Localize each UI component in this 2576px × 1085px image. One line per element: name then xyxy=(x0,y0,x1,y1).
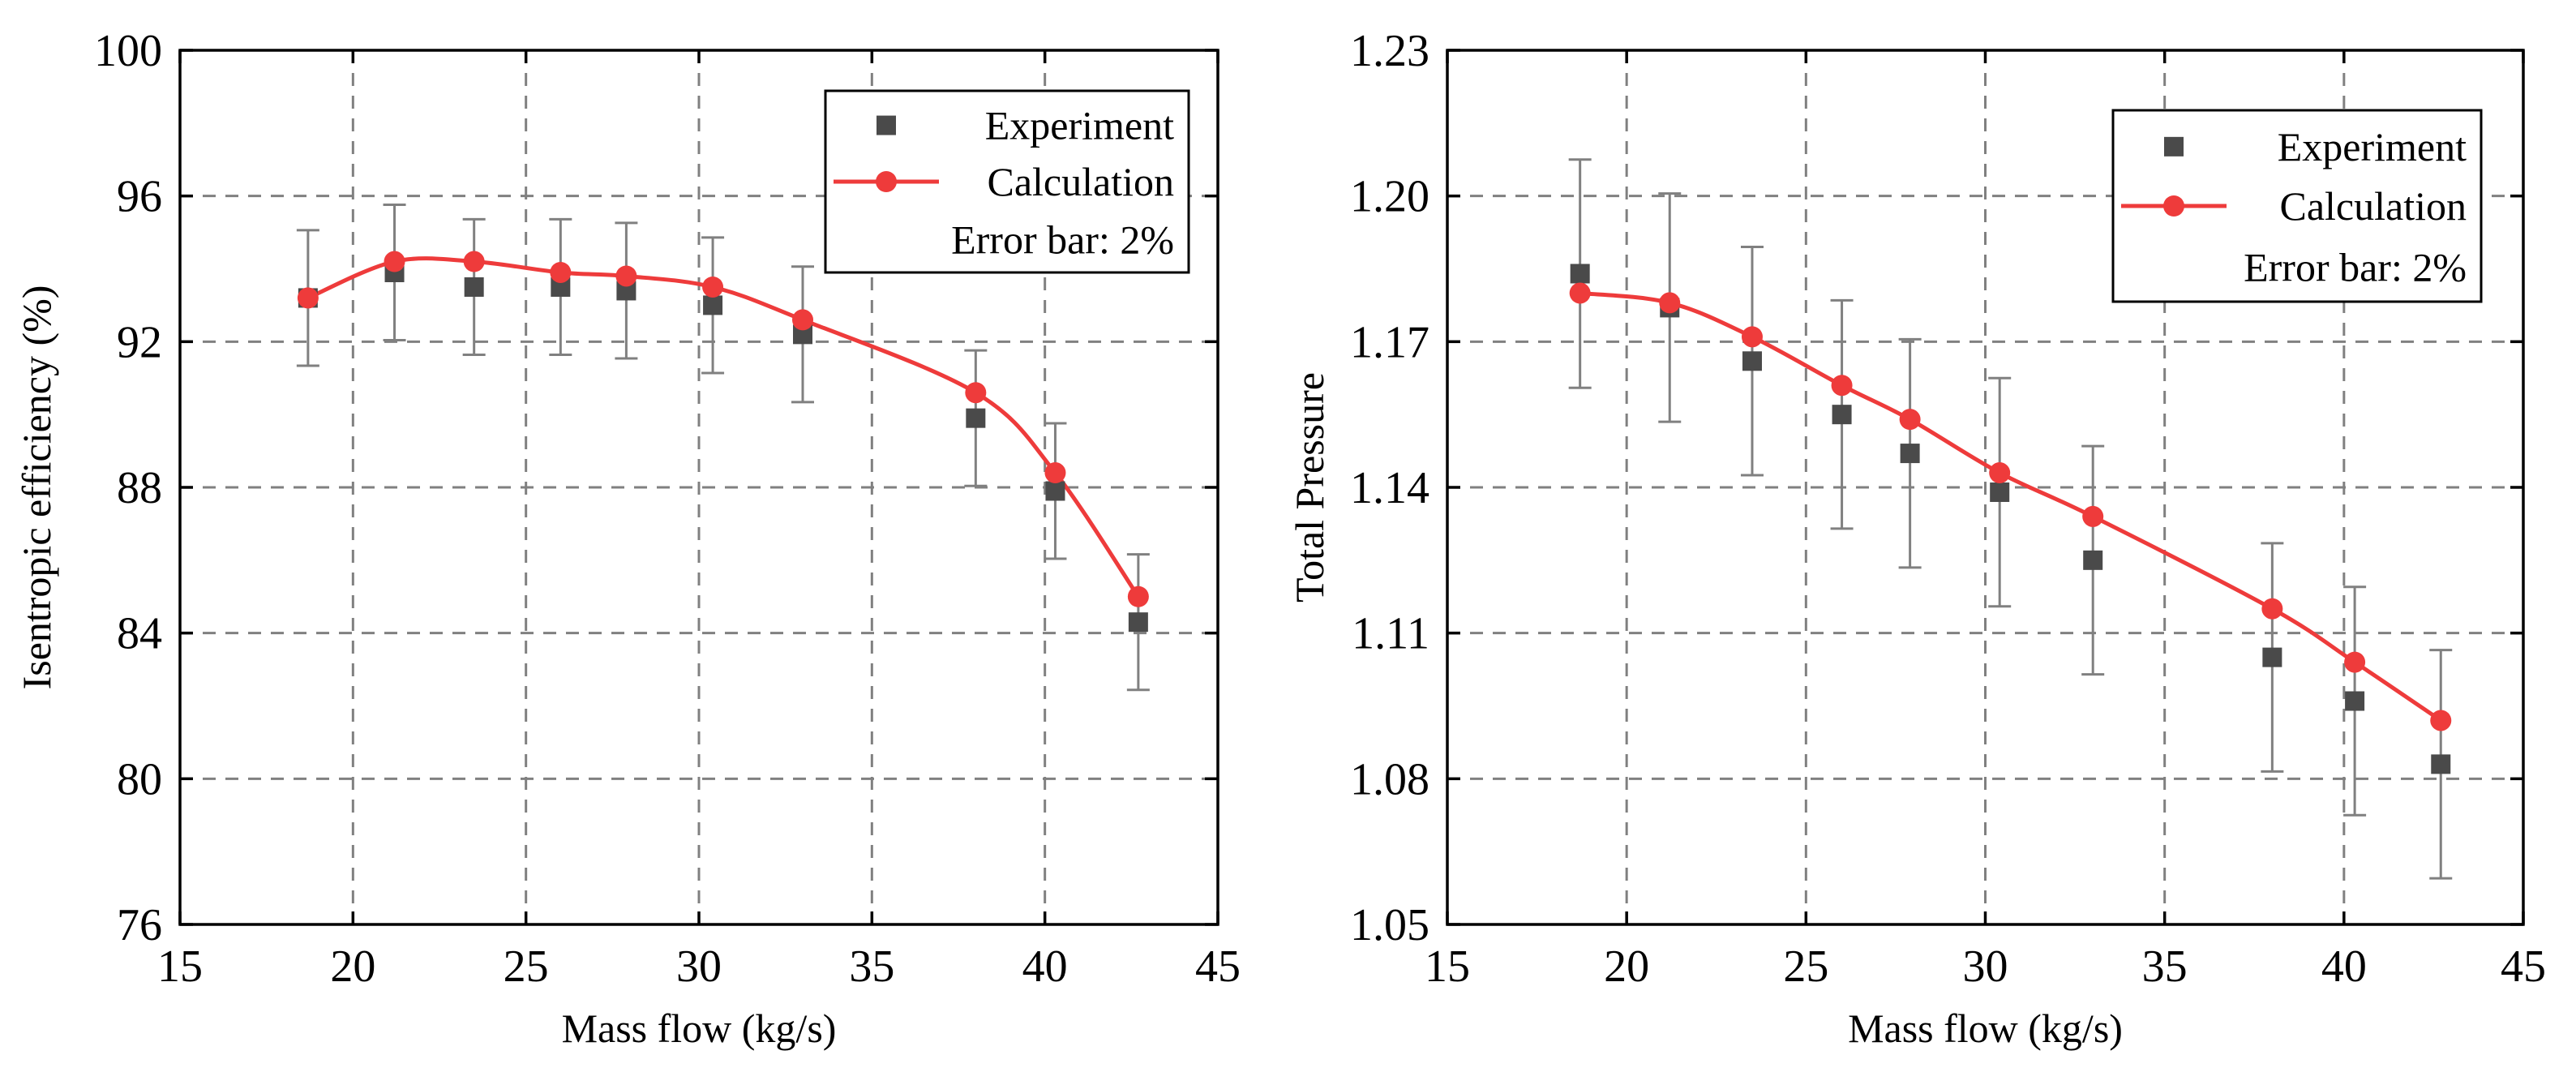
x-tick-label: 25 xyxy=(1783,941,1828,992)
calculation-point xyxy=(1569,282,1591,304)
x-axis-label: Mass flow (kg/s) xyxy=(562,1006,837,1051)
x-tick-label: 30 xyxy=(1963,941,2008,992)
y-tick-label: 1.20 xyxy=(1350,172,1429,222)
x-tick-label: 45 xyxy=(1195,941,1241,992)
y-tick-label: 1.05 xyxy=(1350,900,1429,950)
calculation-line xyxy=(1579,290,2442,723)
x-tick-label: 20 xyxy=(330,941,375,992)
experiment-point xyxy=(1742,351,1762,371)
experiment-point xyxy=(464,277,484,297)
efficiency-chart-panel: 15 20 25 30 35 40 45 76 80 84 88 92 96 100 Mass flow (… xyxy=(14,26,1241,1051)
calculation-point xyxy=(792,309,813,331)
calculation-point xyxy=(2261,598,2283,620)
calculation-point xyxy=(2344,651,2366,673)
x-tick-label: 30 xyxy=(676,941,722,992)
calculation-point xyxy=(965,382,987,404)
legend-calculation-marker xyxy=(2163,195,2184,217)
plot-frame xyxy=(1446,49,2525,926)
legend-error-bar-note: Error bar: 2% xyxy=(951,217,1174,263)
experiment-point xyxy=(2345,691,2365,711)
calculation-point xyxy=(1044,462,1066,484)
calculation-point xyxy=(615,265,637,287)
calculation-point xyxy=(2430,710,2452,731)
y-tick-label: 92 xyxy=(117,317,162,367)
calculation-line xyxy=(306,256,1140,598)
x-tick-label: 20 xyxy=(1604,941,1649,992)
experiment-point xyxy=(1570,264,1590,284)
y-tick-label: 76 xyxy=(117,900,162,950)
y-tick-label: 100 xyxy=(94,26,162,76)
calculation-point xyxy=(1741,326,1763,348)
x-tick-label: 35 xyxy=(2142,941,2188,992)
x-tick-label: 45 xyxy=(2501,941,2546,992)
x-tick-label: 35 xyxy=(849,941,894,992)
pressure-chart-panel: 15 20 25 30 35 40 45 1.05 1.08 1.11 1.14 1.17 1.20 1.… xyxy=(1287,26,2546,1051)
calculation-point xyxy=(1659,292,1681,314)
calculation-point xyxy=(1127,585,1149,607)
experiment-point xyxy=(2083,550,2103,570)
experiment-point xyxy=(1832,405,1852,425)
x-tick-label: 15 xyxy=(157,941,203,992)
y-tick-label: 88 xyxy=(117,463,162,513)
calculation-point xyxy=(1831,375,1853,397)
calculation-point xyxy=(702,276,724,298)
experiment-point xyxy=(2431,754,2451,774)
y-tick-label: 1.23 xyxy=(1350,26,1429,76)
calculation-point xyxy=(1899,409,1921,431)
experiment-point xyxy=(1900,444,1920,464)
x-tick-label: 15 xyxy=(1425,941,1470,992)
y-tick-label: 1.14 xyxy=(1350,463,1429,513)
y-tick-label: 80 xyxy=(117,754,162,804)
legend-calculation-label: Calculation xyxy=(988,159,1175,204)
y-tick-label: 84 xyxy=(117,609,162,659)
experiment-point xyxy=(703,295,723,315)
y-axis-label: Isentropic efficiency (%) xyxy=(14,285,59,690)
legend-experiment-label: Experiment xyxy=(985,103,1174,148)
y-tick-label: 1.17 xyxy=(1350,317,1429,367)
error-bars-group xyxy=(296,203,1150,692)
experiment-point xyxy=(966,408,986,428)
legend: Experiment Calculation Error bar: 2% xyxy=(824,89,1190,274)
x-tick-label: 40 xyxy=(1022,941,1068,992)
legend: Experiment Calculation Error bar: 2% xyxy=(2111,109,2483,303)
plot-frame xyxy=(178,49,1219,926)
calculation-point xyxy=(550,261,572,283)
calculation-point xyxy=(297,287,319,309)
experiment-point xyxy=(1128,612,1148,633)
x-axis-label: Mass flow (kg/s) xyxy=(1848,1006,2123,1051)
legend-error-bar-note: Error bar: 2% xyxy=(2244,245,2467,290)
calculation-point xyxy=(1989,462,2011,484)
y-tick-label: 1.08 xyxy=(1350,754,1429,804)
legend-experiment-marker xyxy=(2164,136,2184,157)
experiment-point xyxy=(1045,481,1065,501)
experiment-point xyxy=(1990,482,2010,502)
x-tick-label: 40 xyxy=(2321,941,2367,992)
experiment-point xyxy=(2262,647,2282,667)
calculation-point xyxy=(2082,505,2104,527)
y-tick-label: 1.11 xyxy=(1352,609,1429,659)
y-tick-label: 96 xyxy=(117,172,162,222)
legend-experiment-label: Experiment xyxy=(2278,124,2467,169)
y-axis-label: Total Pressure xyxy=(1287,372,1332,603)
x-tick-label: 25 xyxy=(504,941,549,992)
legend-calculation-marker xyxy=(876,171,897,192)
legend-calculation-label: Calculation xyxy=(2280,183,2467,229)
calculation-point xyxy=(463,251,485,272)
legend-experiment-marker xyxy=(877,115,896,135)
calculation-point xyxy=(384,251,405,272)
